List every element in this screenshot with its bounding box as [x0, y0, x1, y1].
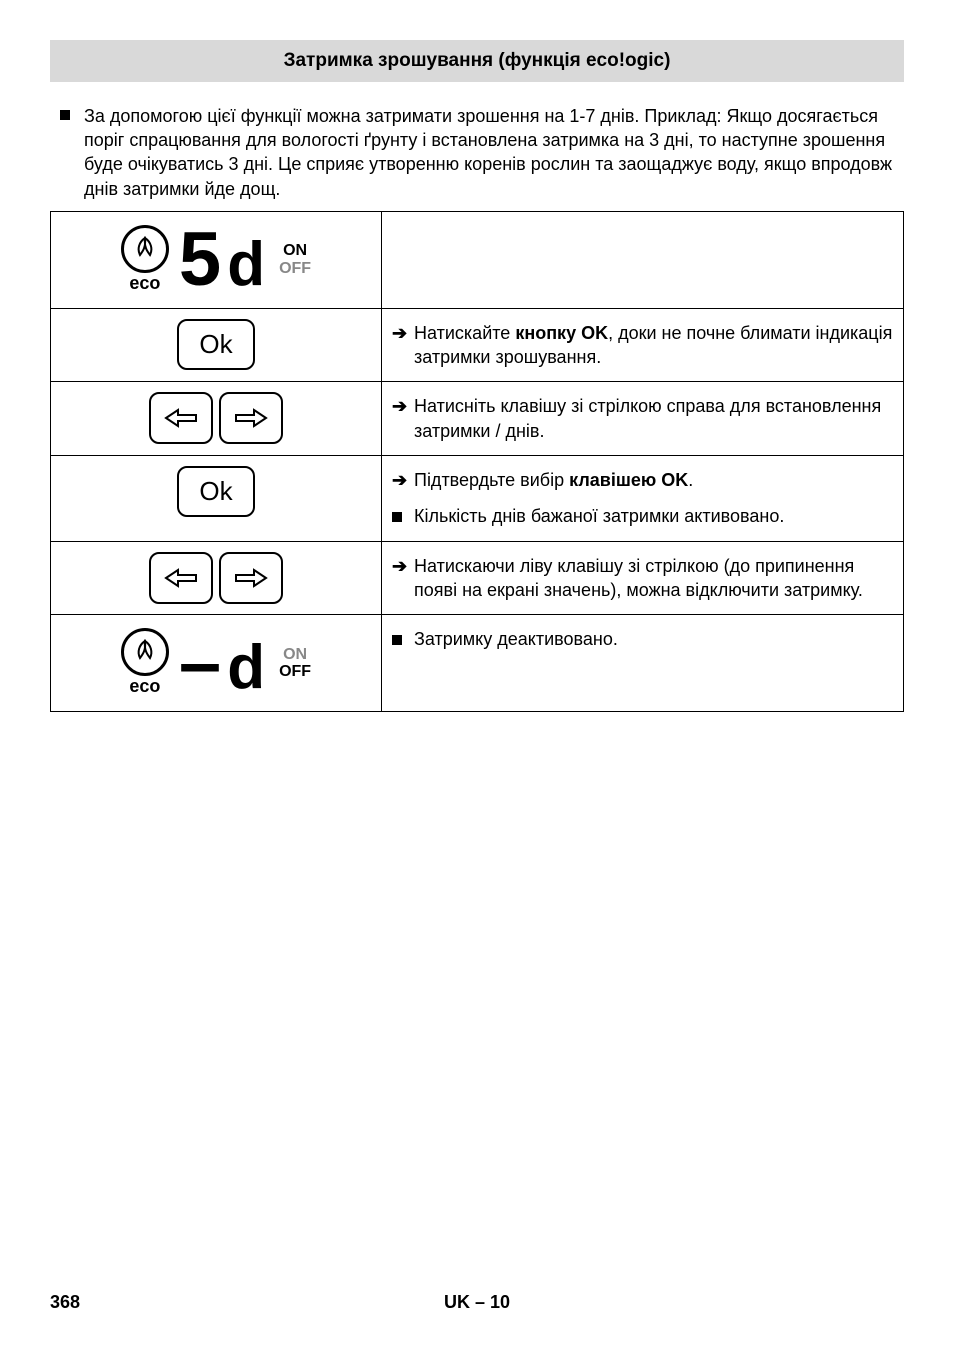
eco-label: eco	[129, 674, 160, 698]
arrow-bullet-icon: ➔	[392, 468, 414, 492]
instruction-text: Підтвердьте вибір клавішею OK.	[414, 468, 693, 492]
section-header: Затримка зрошування (функція eco!ogic)	[50, 40, 904, 82]
table-row: eco – d ON OFF Затримку деактивовано.	[51, 615, 904, 712]
d-label: d	[227, 234, 265, 296]
arrow-buttons-icon	[149, 392, 283, 444]
intro-text: За допомогою цієї функції можна затримат…	[84, 104, 904, 201]
arrow-bullet-icon: ➔	[392, 554, 414, 578]
digit-dash: –	[179, 625, 221, 701]
button-cell: Ok	[51, 456, 382, 542]
eco-icon: eco	[121, 628, 169, 698]
display-cell: eco 5 d ON OFF	[51, 211, 382, 308]
leaf-circle-icon	[121, 225, 169, 273]
arrow-bullet-icon: ➔	[392, 394, 414, 418]
arrow-right-icon	[219, 392, 283, 444]
on-off-indicator: ON OFF	[279, 646, 311, 681]
table-row: eco 5 d ON OFF	[51, 211, 904, 308]
d-label: d	[227, 637, 265, 699]
arrow-right-icon	[219, 552, 283, 604]
digit-5: 5	[179, 222, 221, 298]
instruction-cell: ➔ Підтвердьте вибір клавішею OK. Кількіс…	[382, 456, 904, 542]
arrow-buttons-icon	[149, 552, 283, 604]
instruction-text: Натискайте кнопку OK, доки не почне блим…	[414, 321, 893, 370]
instruction-cell: ➔ Натискайте кнопку OK, доки не почне бл…	[382, 308, 904, 382]
arrow-left-icon	[149, 392, 213, 444]
button-cell	[51, 541, 382, 615]
table-row: ➔ Натисніть клавішу зі стрілкою справа д…	[51, 382, 904, 456]
digit-display: 5 d	[179, 222, 265, 298]
digit-display: – d	[179, 625, 265, 701]
page-footer: 368 UK – 10	[50, 1290, 904, 1314]
instruction-text: Натисніть клавішу зі стрілкою справа для…	[414, 394, 893, 443]
intro-paragraph: За допомогою цієї функції можна затримат…	[60, 104, 904, 201]
on-label: ON	[279, 646, 311, 664]
instruction-table: eco 5 d ON OFF Ok ➔ Натискайте кнопк	[50, 211, 904, 712]
table-row: Ok ➔ Натискайте кнопку OK, доки не почне…	[51, 308, 904, 382]
off-label: OFF	[279, 260, 311, 278]
button-cell: Ok	[51, 308, 382, 382]
table-row: Ok ➔ Підтвердьте вибір клавішею OK. Кіль…	[51, 456, 904, 542]
arrow-bullet-icon: ➔	[392, 321, 414, 345]
instruction-cell: ➔ Натискаючи ліву клавішу зі стрілкою (д…	[382, 541, 904, 615]
page-code: UK – 10	[50, 1290, 904, 1314]
instruction-cell: Затримку деактивовано.	[382, 615, 904, 712]
square-bullet-icon	[392, 504, 414, 528]
off-label: OFF	[279, 663, 311, 681]
display-cell: eco – d ON OFF	[51, 615, 382, 712]
instruction-text: Кількість днів бажаної затримки активова…	[414, 504, 784, 528]
ok-button-icon: Ok	[177, 466, 254, 517]
leaf-circle-icon	[121, 628, 169, 676]
instruction-cell	[382, 211, 904, 308]
eco-label: eco	[129, 271, 160, 295]
instruction-text: Затримку деактивовано.	[414, 627, 618, 651]
on-label: ON	[279, 242, 311, 260]
eco-display-dash: eco – d ON OFF	[121, 625, 311, 701]
instruction-text: Натискаючи ліву клавішу зі стрілкою (до …	[414, 554, 893, 603]
ok-button-icon: Ok	[177, 319, 254, 370]
bullet-square-icon	[60, 110, 70, 120]
table-row: ➔ Натискаючи ліву клавішу зі стрілкою (д…	[51, 541, 904, 615]
instruction-cell: ➔ Натисніть клавішу зі стрілкою справа д…	[382, 382, 904, 456]
eco-display-5d: eco 5 d ON OFF	[121, 222, 311, 298]
square-bullet-icon	[392, 627, 414, 651]
button-cell	[51, 382, 382, 456]
on-off-indicator: ON OFF	[279, 242, 311, 277]
eco-icon: eco	[121, 225, 169, 295]
arrow-left-icon	[149, 552, 213, 604]
